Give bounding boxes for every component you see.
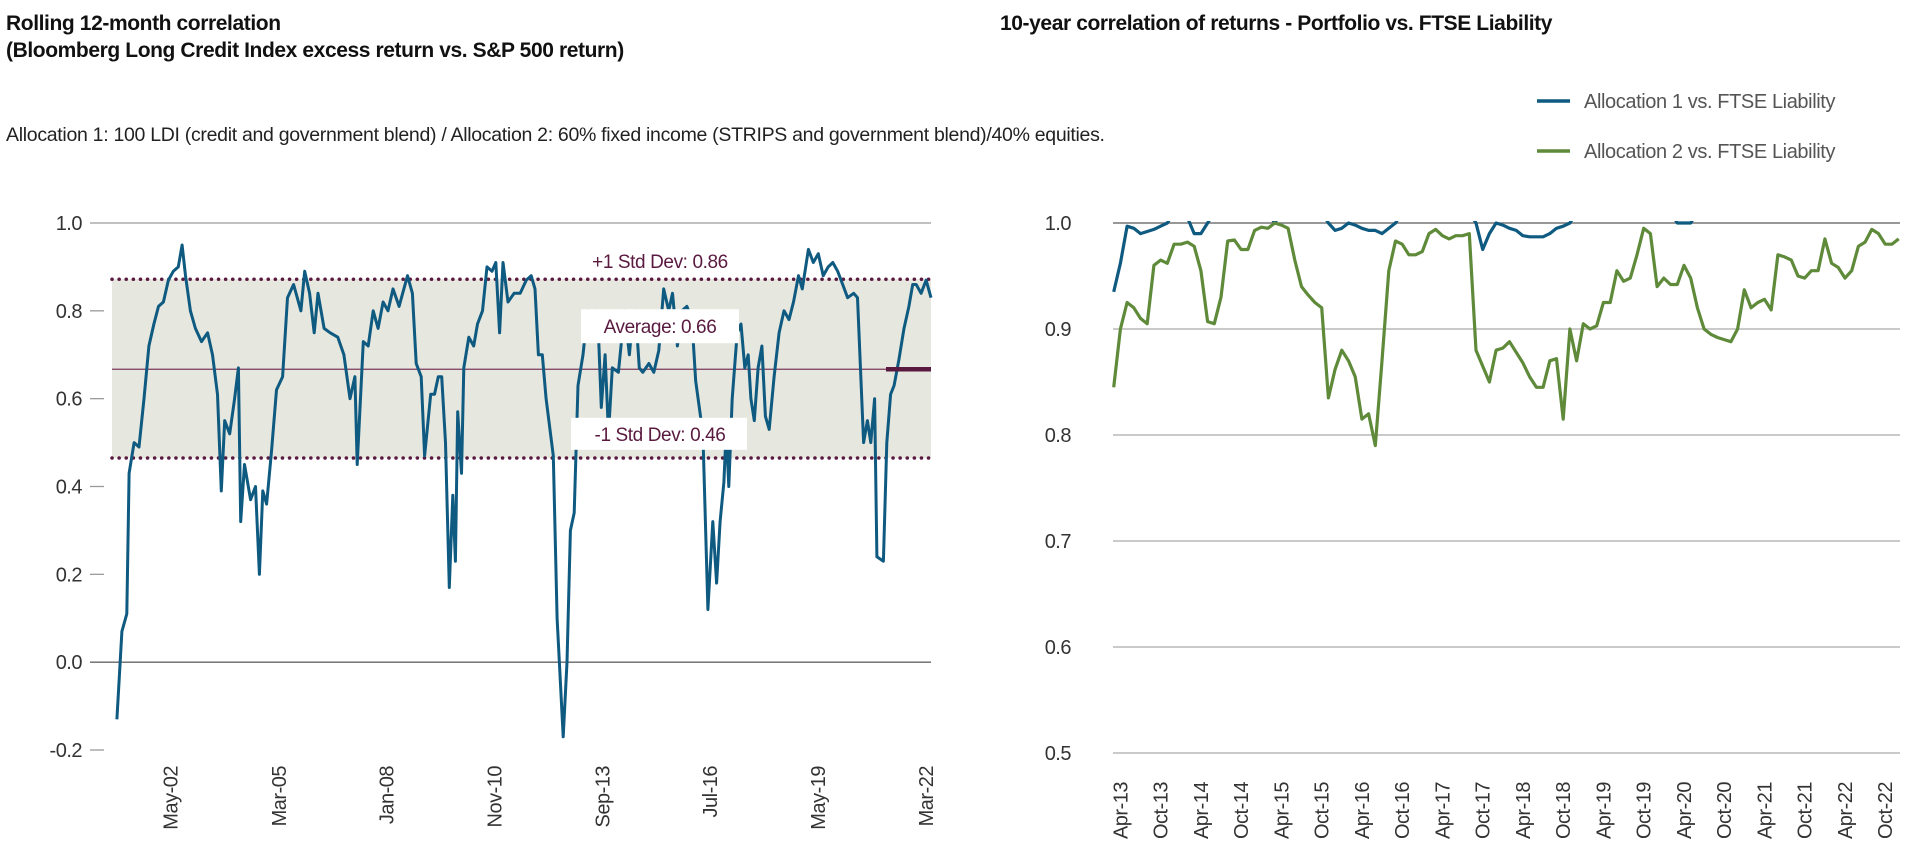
x-tick-label: Oct-17 [1473, 782, 1495, 839]
y-tick-label: 0.8 [56, 301, 83, 323]
left-title-line2: (Bloomberg Long Credit Index excess retu… [6, 39, 624, 62]
x-tick-label: Apr-19 [1593, 782, 1615, 839]
minus-1-std-dev-label: -1 Std Dev: 0.46 [595, 425, 726, 446]
left-title-line1: Rolling 12-month correlation [6, 12, 281, 35]
y-tick-label: 0.0 [56, 652, 83, 674]
allocation-2-line [1112, 221, 1900, 448]
x-tick-label: Apr-22 [1835, 782, 1857, 839]
x-tick-label: Apr-14 [1191, 782, 1213, 839]
legend-label-allocation-2: Allocation 2 vs. FTSE Liability [1584, 141, 1835, 163]
average-label: Average: 0.66 [604, 317, 717, 338]
x-tick-label: Oct-14 [1231, 782, 1253, 839]
y-tick-label: 0.6 [56, 389, 83, 411]
x-tick-label: Oct-19 [1634, 782, 1656, 839]
left-chart-title: Rolling 12-month correlation (Bloomberg … [6, 10, 624, 64]
x-tick-label: Mar-05 [269, 766, 291, 827]
y-tick-label: 1.0 [1045, 213, 1072, 235]
x-tick-label: Apr-17 [1432, 782, 1454, 839]
x-tick-label: May-02 [161, 766, 183, 830]
x-tick-label: Apr-20 [1674, 782, 1696, 839]
y-tick-label: 0.4 [56, 477, 83, 499]
legend-label-allocation-1: Allocation 1 vs. FTSE Liability [1584, 91, 1835, 113]
plus-1-std-dev-label: +1 Std Dev: 0.86 [592, 252, 728, 273]
y-tick-label: 0.7 [1045, 531, 1072, 553]
left-chart: -0.2 0.0 0.2 0.4 0.6 0.8 1.0 +1 Std Dev: 0.86 Av… [50, 213, 939, 830]
x-tick-label: Oct-21 [1795, 782, 1817, 839]
x-tick-label: May-19 [808, 766, 830, 830]
y-tick-label: 0.5 [1045, 743, 1072, 765]
x-tick-label: Sep-13 [592, 766, 614, 828]
x-tick-label: Oct-13 [1151, 782, 1173, 839]
x-tick-label: Jan-08 [377, 766, 399, 825]
x-tick-label: Mar-22 [916, 766, 938, 827]
allocation-1-line [1112, 221, 1694, 293]
x-tick-label: Oct-22 [1875, 782, 1897, 839]
y-tick-label: 0.8 [1045, 425, 1072, 447]
average-label-box [581, 309, 739, 344]
x-tick-label: Oct-15 [1312, 782, 1334, 839]
minus-1-std-dev-label-box [571, 417, 747, 450]
x-tick-label: Apr-21 [1754, 782, 1776, 839]
y-tick-label: 1.0 [56, 213, 83, 235]
std-dev-band [112, 279, 931, 458]
x-tick-label: Apr-13 [1110, 782, 1132, 839]
x-tick-label: Nov-10 [484, 766, 506, 828]
x-tick-label: Apr-16 [1352, 782, 1374, 839]
x-tick-label: Oct-16 [1392, 782, 1414, 839]
allocation-note: Allocation 1: 100 LDI (credit and govern… [6, 124, 1105, 146]
y-tick-label: 0.2 [56, 564, 83, 586]
right-chart: 0.5 0.6 0.7 0.8 0.9 1.0 Apr-13 Oct-13 Apr-14 Oct-… [1045, 91, 1900, 839]
x-tick-label: Oct-20 [1714, 782, 1736, 839]
x-tick-label: Oct-18 [1553, 782, 1575, 839]
x-tick-label: Apr-15 [1271, 782, 1293, 839]
y-tick-label: 0.9 [1045, 319, 1072, 341]
x-tick-label: Jul-16 [700, 766, 722, 818]
x-tick-label: Apr-18 [1513, 782, 1535, 839]
y-tick-label: -0.2 [50, 740, 83, 762]
y-tick-label: 0.6 [1045, 637, 1072, 659]
correlation-line [115, 243, 933, 739]
right-chart-title: 10-year correlation of returns - Portfol… [1000, 12, 1553, 35]
